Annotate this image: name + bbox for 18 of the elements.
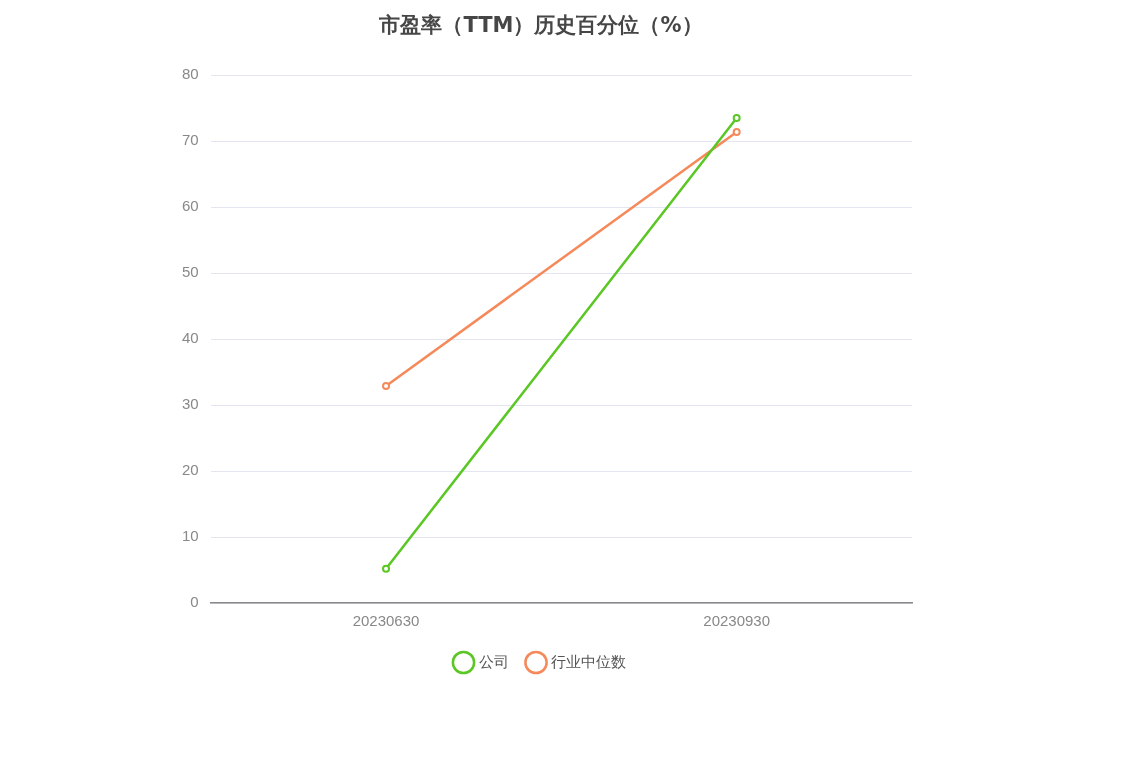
y-tick-label: 20 — [182, 461, 199, 479]
y-tick-label: 80 — [182, 65, 199, 83]
y-tick-label: 70 — [182, 131, 199, 149]
x-tick-label: 20230630 — [352, 612, 420, 630]
chart-title: 市盈率（TTM）历史百分位（%） — [378, 13, 703, 38]
x-tick-label: 20230930 — [703, 612, 771, 630]
y-tick-label: 10 — [182, 527, 199, 545]
y-tick-label: 50 — [182, 263, 199, 281]
point — [732, 114, 741, 123]
y-tick-label: 60 — [182, 197, 199, 215]
point — [382, 381, 391, 390]
legend-label: 公司 — [478, 652, 509, 670]
point — [382, 564, 391, 573]
y-tick-label: 30 — [182, 395, 199, 413]
point — [732, 127, 741, 136]
y-tick-label: 40 — [182, 329, 199, 347]
y-tick-label: 0 — [190, 593, 199, 611]
legend-label: 行业中位数 — [551, 652, 626, 670]
